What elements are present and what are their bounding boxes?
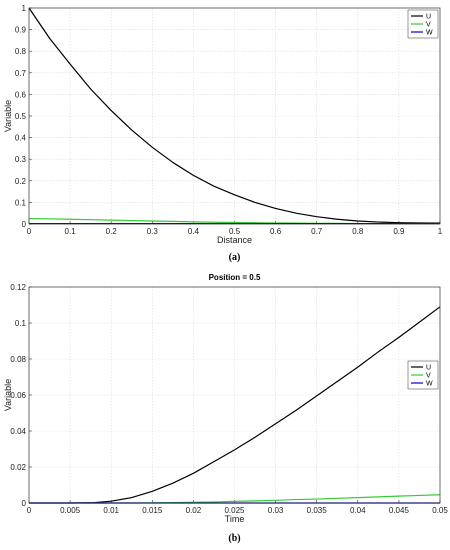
x-tick-label: 0.2 bbox=[106, 227, 118, 236]
x-tick-label: 0.01 bbox=[103, 506, 119, 515]
x-tick-label: 0.035 bbox=[307, 506, 328, 515]
x-tick-label: 0 bbox=[27, 227, 32, 236]
x-tick-label: 0.5 bbox=[229, 227, 241, 236]
x-tick-label: 0.4 bbox=[188, 227, 200, 236]
x-tick-label: 0.9 bbox=[393, 227, 405, 236]
legend-label-u: U bbox=[426, 365, 431, 372]
x-axis-label: Distance bbox=[217, 235, 252, 245]
x-tick-label: 0.04 bbox=[350, 506, 366, 515]
y-tick-label: 0 bbox=[22, 220, 27, 229]
x-tick-label: 0.015 bbox=[142, 506, 163, 515]
y-tick-label: 0.4 bbox=[15, 134, 27, 143]
series-line-u bbox=[28, 7, 441, 224]
y-tick-label: 0.12 bbox=[10, 283, 26, 292]
x-tick-label: 0.025 bbox=[224, 506, 245, 515]
y-tick-label: 1 bbox=[22, 4, 27, 13]
x-tick-label: 1 bbox=[438, 227, 443, 236]
y-axis-label: Variable bbox=[3, 379, 13, 411]
y-tick-label: 0 bbox=[22, 499, 27, 508]
y-tick-label: 0.3 bbox=[15, 155, 27, 164]
legend-label-u: U bbox=[426, 14, 431, 21]
y-tick-label: 0.9 bbox=[15, 26, 27, 35]
x-tick-label: 0.1 bbox=[65, 227, 77, 236]
x-tick-label: 0 bbox=[27, 506, 32, 515]
y-tick-label: 0.02 bbox=[10, 463, 26, 472]
y-axis-label: Variable bbox=[3, 100, 13, 132]
axes-frame bbox=[28, 7, 441, 225]
x-tick-label: 0.7 bbox=[311, 227, 323, 236]
y-tick-label: 0.2 bbox=[15, 177, 27, 186]
y-tick-label: 0.08 bbox=[10, 355, 26, 364]
x-tick-label: 0.05 bbox=[432, 506, 448, 515]
series-line-u bbox=[29, 306, 441, 504]
legend: UVW bbox=[407, 360, 439, 390]
y-tick-label: 0.7 bbox=[15, 69, 27, 78]
y-tick-label: 0.8 bbox=[15, 47, 27, 56]
legend-label-w: W bbox=[426, 381, 433, 388]
chart-title: Position = 0.5 bbox=[209, 273, 261, 282]
y-tick-label: 0.6 bbox=[15, 90, 27, 99]
chart-b: 0 0.005 0.01 0.015 0.02 0.025 0.03 0.035 0.04 0.0… bbox=[3, 273, 448, 544]
y-tick-label: 0.1 bbox=[15, 319, 27, 328]
y-tick-label: 0.04 bbox=[10, 427, 26, 436]
legend-label-v: V bbox=[426, 22, 431, 29]
y-tick-label: 0.1 bbox=[15, 198, 27, 207]
x-tick-label: 0.045 bbox=[389, 506, 410, 515]
x-tick-label: 0.005 bbox=[60, 506, 81, 515]
x-tick-label: 0.6 bbox=[270, 227, 282, 236]
y-tick-label: 0.5 bbox=[15, 112, 27, 121]
x-tick-label: 0.8 bbox=[352, 227, 364, 236]
axes-frame bbox=[28, 286, 441, 504]
legend: UVW bbox=[407, 9, 439, 39]
x-axis-label: Time bbox=[225, 514, 245, 524]
figure-caption: (b) bbox=[228, 533, 240, 544]
legend-label-w: W bbox=[426, 30, 433, 37]
x-tick-label: 0.3 bbox=[147, 227, 159, 236]
chart-a: 0 0.1 0.2 0.3 0.4 0.5 0.6 0.7 0.8 0.9 1 0 0.1 0.2 0.3 0… bbox=[3, 4, 443, 263]
x-tick-label: 0.03 bbox=[268, 506, 284, 515]
figure-caption: (a) bbox=[229, 252, 241, 263]
x-tick-label: 0.02 bbox=[186, 506, 202, 515]
y-tick-label: 0.06 bbox=[10, 391, 26, 400]
legend-label-v: V bbox=[426, 373, 431, 380]
